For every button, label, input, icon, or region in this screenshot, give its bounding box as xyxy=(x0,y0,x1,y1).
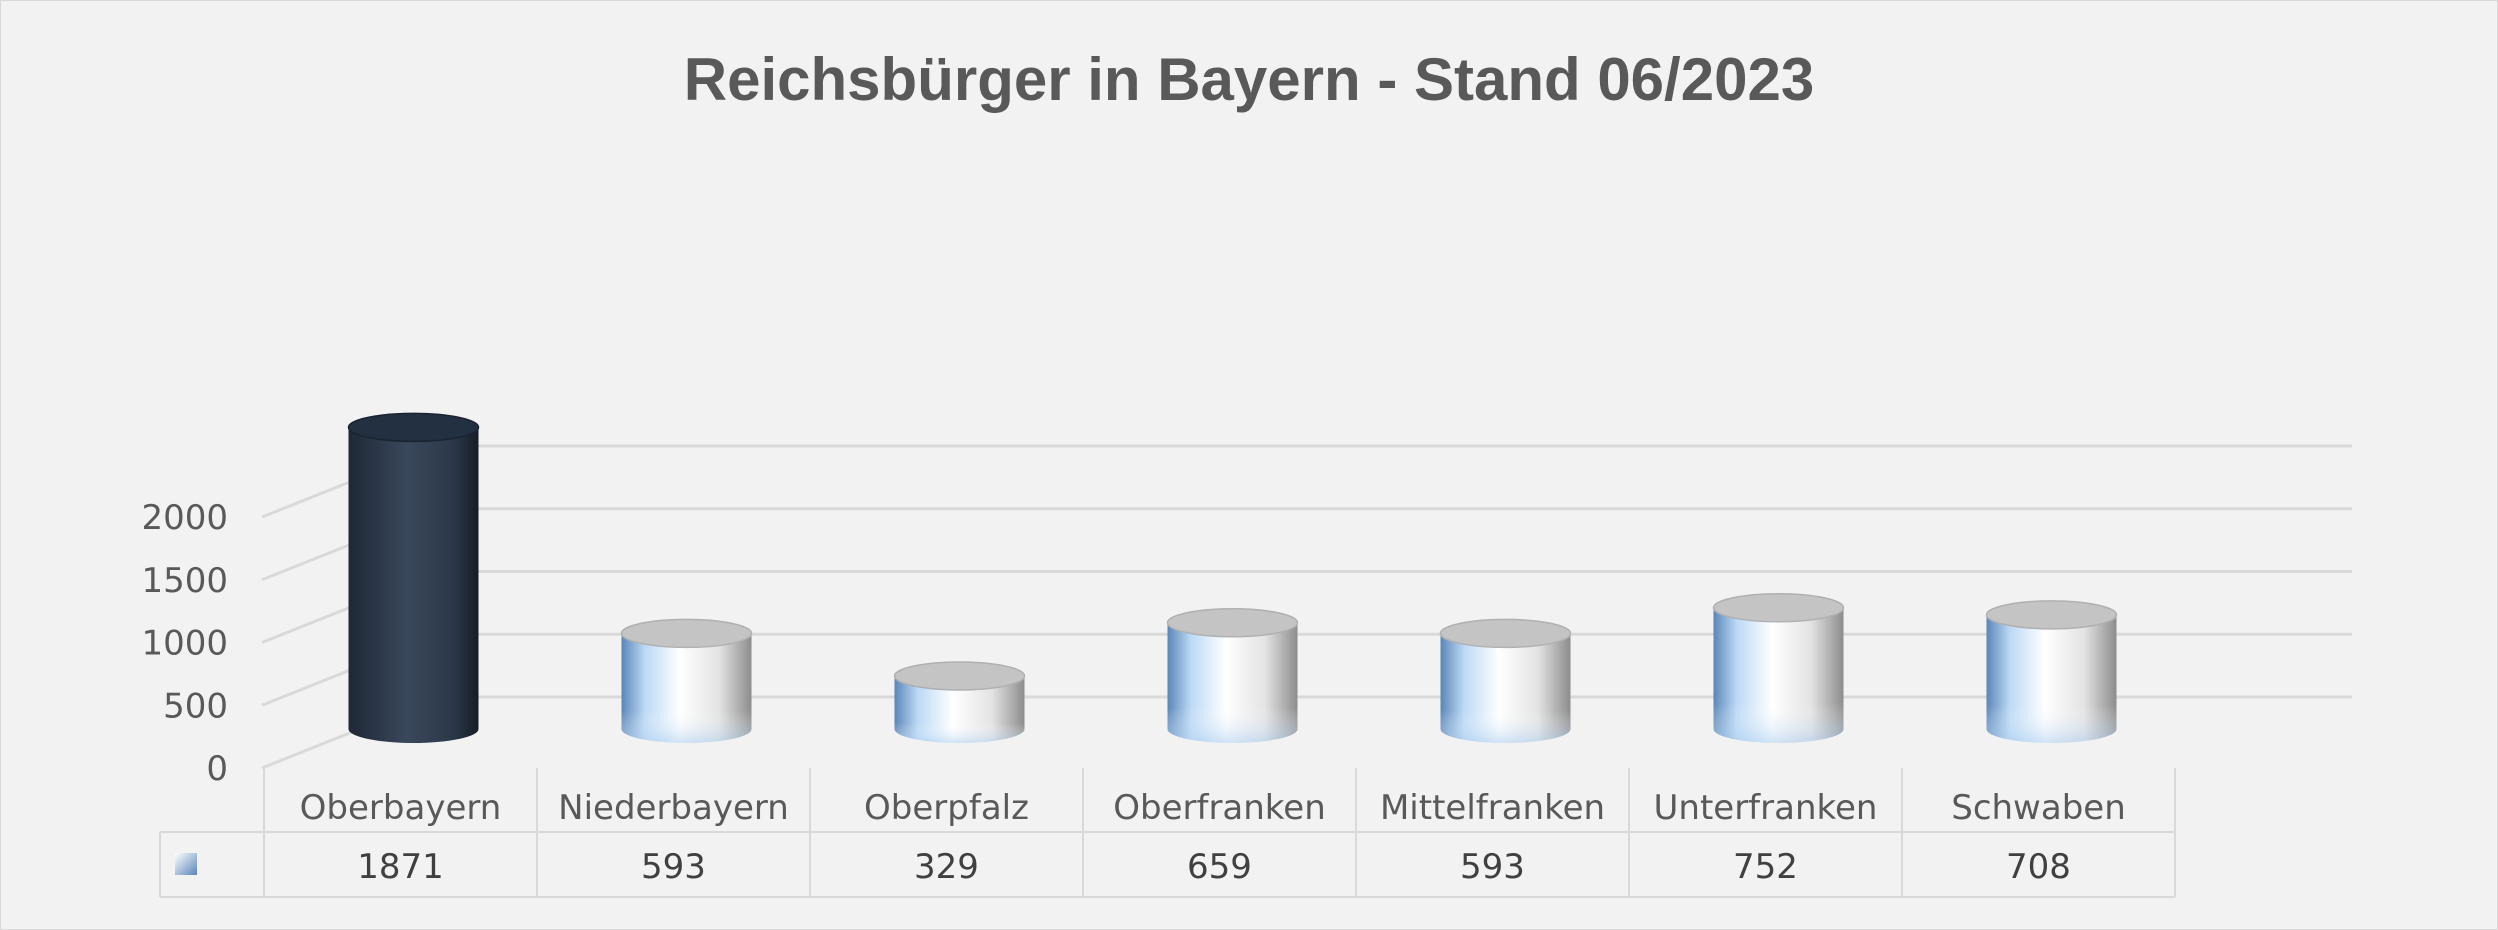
category-label: Schwaben xyxy=(1951,788,2126,828)
y-tick-label: 2000 xyxy=(141,498,228,538)
y-axis-ticks: 0 500 1000 1500 2000 xyxy=(141,498,228,789)
category-label: Oberfranken xyxy=(1113,788,1326,828)
value-cell: 659 xyxy=(1187,847,1252,887)
data-table: Oberbayern 1871 Niederbayern 593 Oberpfalz 32… xyxy=(159,768,2176,898)
category-label: Oberpfalz xyxy=(864,788,1029,828)
y-tick-label: 0 xyxy=(206,749,228,789)
y-tick-label: 1000 xyxy=(141,624,228,664)
bar-oberbayern xyxy=(347,412,480,743)
bar-oberpfalz xyxy=(893,661,1026,743)
category-label: Mittelfranken xyxy=(1380,788,1605,828)
bars xyxy=(347,412,2118,743)
y-tick-label: 500 xyxy=(163,686,228,726)
value-cell: 752 xyxy=(1733,847,1798,887)
value-cell: 1871 xyxy=(357,847,444,887)
bar-schwaben xyxy=(1985,600,2118,743)
value-cell: 593 xyxy=(641,847,706,887)
value-cell: 593 xyxy=(1460,847,1525,887)
category-label: Oberbayern xyxy=(300,788,502,828)
value-cell: 708 xyxy=(2006,847,2071,887)
y-tick-label: 1500 xyxy=(141,561,228,601)
category-label: Niederbayern xyxy=(558,788,789,828)
bar-niederbayern xyxy=(620,618,753,743)
value-cell: 329 xyxy=(914,847,979,887)
bar-mittelfranken xyxy=(1439,618,1572,743)
bar-oberfranken xyxy=(1166,608,1299,743)
bar-unterfranken xyxy=(1712,593,1845,743)
chart-title: Reichsbürger in Bayern - Stand 06/2023 xyxy=(684,46,1814,113)
category-label: Unterfranken xyxy=(1654,788,1878,828)
legend-key-swatch xyxy=(175,853,197,875)
